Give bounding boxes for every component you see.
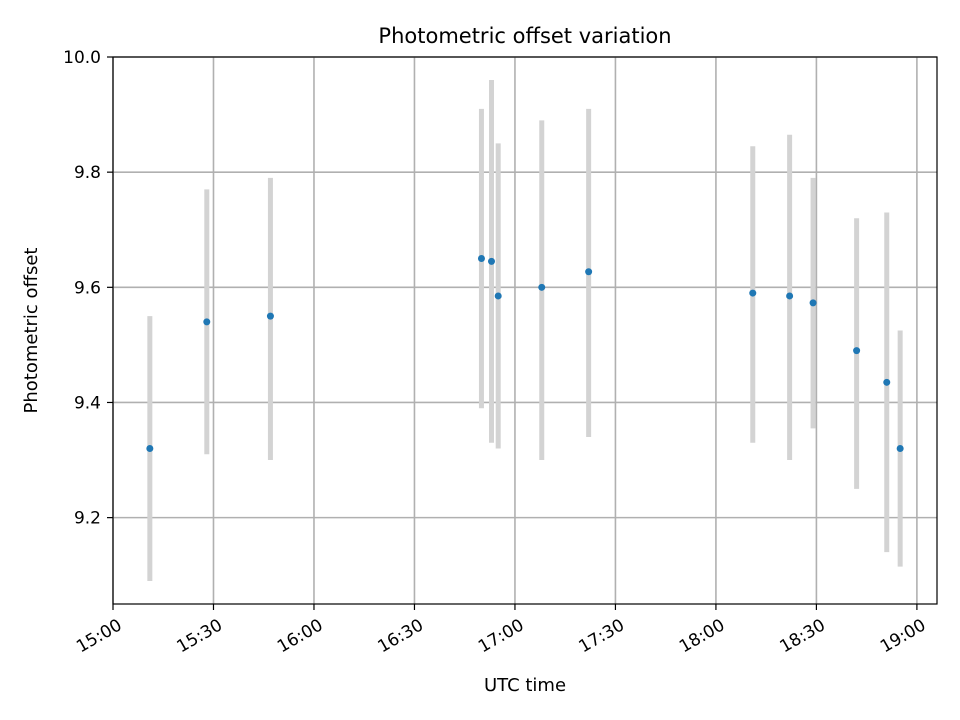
y-tick-label: 9.2 xyxy=(74,509,101,529)
data-point xyxy=(538,283,546,291)
data-point xyxy=(203,318,211,326)
data-point xyxy=(488,257,496,265)
data-point xyxy=(853,347,861,355)
data-points xyxy=(146,255,904,453)
y-tick-label: 9.6 xyxy=(74,278,101,298)
data-point xyxy=(786,292,794,300)
y-tick-label: 9.8 xyxy=(74,163,101,183)
data-point xyxy=(146,445,154,453)
data-point xyxy=(266,312,274,320)
x-axis-label: UTC time xyxy=(484,675,566,696)
data-point xyxy=(585,268,593,276)
data-point xyxy=(494,292,502,300)
y-axis-label: Photometric offset xyxy=(21,248,42,414)
data-point xyxy=(896,445,904,453)
y-axis-ticks: 9.2 9.4 9.6 9.8 10.0 xyxy=(63,48,113,529)
data-point xyxy=(749,289,757,297)
plot-frame xyxy=(112,56,938,605)
chart-title: Photometric offset variation xyxy=(378,24,671,48)
data-point xyxy=(883,378,891,386)
y-tick-label: 9.4 xyxy=(74,393,101,413)
y-tick-label: 10.0 xyxy=(63,48,101,68)
data-point xyxy=(809,299,817,307)
data-point xyxy=(477,255,485,263)
